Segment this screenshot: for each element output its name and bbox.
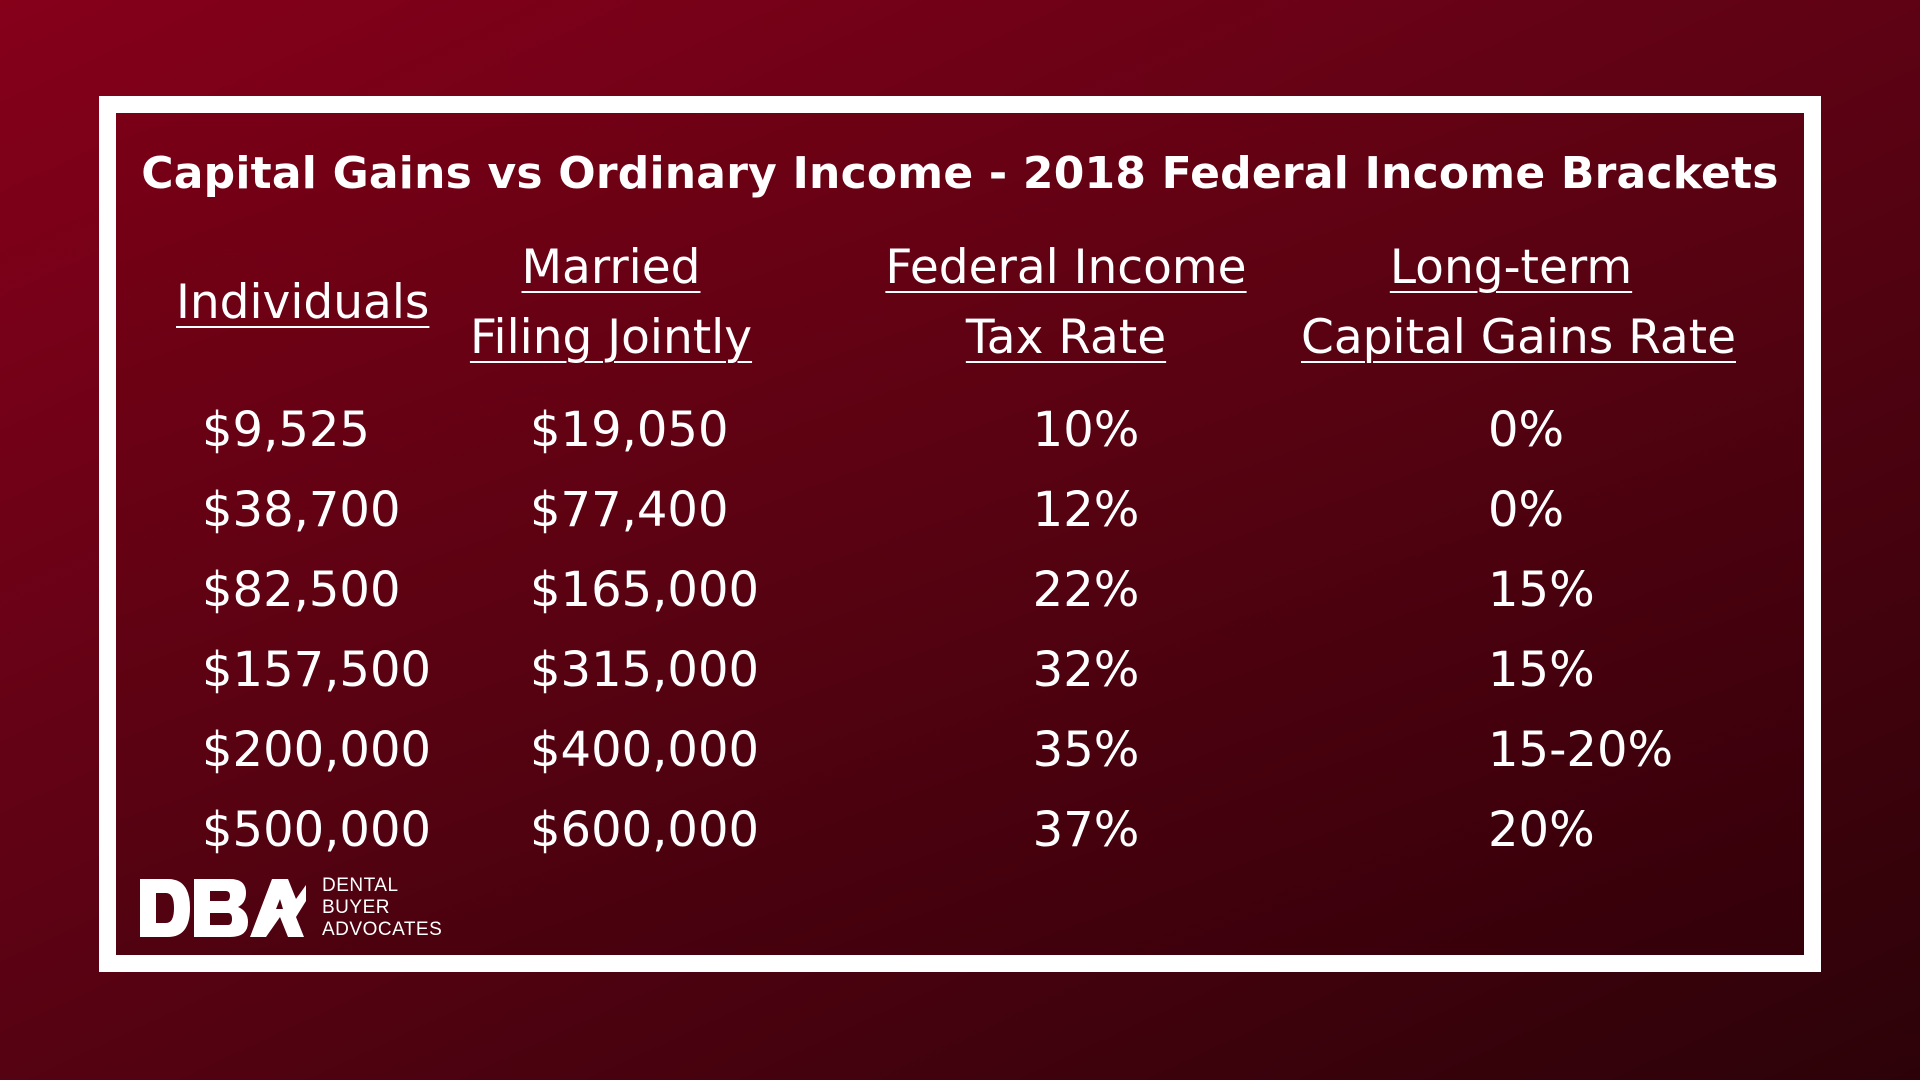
table-row: $9,525 $19,050 10% 0% [116, 390, 1804, 470]
cell-capital-rate: 15% [1488, 562, 1595, 618]
header-capital-line2: Capital Gains Rate [1301, 310, 1737, 365]
table-body: $9,525 $19,050 10% 0% $38,700 $77,400 12… [116, 390, 1804, 870]
cell-federal-rate: 32% [1032, 642, 1140, 698]
table-row: $157,500 $315,000 32% 15% [116, 630, 1804, 710]
logo-line-buyer: BUYER [322, 897, 390, 918]
header-federal-line1: Federal Income [885, 240, 1247, 295]
header-married-line1: Married [521, 240, 701, 295]
table-row: $200,000 $400,000 35% 15-20% [116, 710, 1804, 790]
table-header: Individuals Married Filing Jointly Feder… [116, 233, 1804, 373]
cell-individuals: $9,525 [202, 402, 370, 458]
table-row: $38,700 $77,400 12% 0% [116, 470, 1804, 550]
logo-wordmark: DENTAL BUYER ADVOCATES [322, 875, 442, 941]
dba-logo-mark-icon [140, 879, 306, 937]
header-capital-gains-rate: Long-term Capital Gains Rate [1301, 233, 1737, 373]
cell-capital-rate: 20% [1488, 802, 1595, 858]
cell-married: $19,050 [530, 402, 729, 458]
cell-capital-rate: 0% [1488, 482, 1565, 538]
cell-federal-rate: 37% [1032, 802, 1140, 858]
cell-capital-rate: 15-20% [1488, 722, 1674, 778]
content-panel: Capital Gains vs Ordinary Income - 2018 … [116, 113, 1804, 955]
cell-federal-rate: 12% [1032, 482, 1140, 538]
header-federal-income-tax-rate: Federal Income Tax Rate [876, 233, 1256, 373]
cell-federal-rate: 22% [1032, 562, 1140, 618]
header-married-line2: Filing Jointly [469, 310, 753, 365]
cell-married: $400,000 [530, 722, 760, 778]
dba-logo: DENTAL BUYER ADVOCATES [138, 875, 442, 941]
header-capital-line1: Long-term [1389, 240, 1633, 295]
cell-individuals: $82,500 [202, 562, 401, 618]
header-federal-line2: Tax Rate [965, 310, 1167, 365]
cell-capital-rate: 15% [1488, 642, 1595, 698]
table-row: $82,500 $165,000 22% 15% [116, 550, 1804, 630]
cell-federal-rate: 10% [1032, 402, 1140, 458]
cell-married: $77,400 [530, 482, 729, 538]
cell-individuals: $200,000 [202, 722, 432, 778]
cell-individuals: $38,700 [202, 482, 401, 538]
white-frame: Capital Gains vs Ordinary Income - 2018 … [99, 96, 1821, 972]
cell-married: $165,000 [530, 562, 760, 618]
cell-individuals: $157,500 [202, 642, 432, 698]
header-individuals: Individuals [176, 268, 430, 338]
header-married-filing-jointly: Married Filing Jointly [466, 233, 756, 373]
page-title: Capital Gains vs Ordinary Income - 2018 … [141, 148, 1779, 199]
cell-married: $600,000 [530, 802, 760, 858]
cell-individuals: $500,000 [202, 802, 432, 858]
cell-capital-rate: 0% [1488, 402, 1565, 458]
logo-line-dental: DENTAL [322, 875, 399, 896]
cell-married: $315,000 [530, 642, 760, 698]
logo-line-advocates: ADVOCATES [322, 919, 443, 940]
cell-federal-rate: 35% [1032, 722, 1140, 778]
table-row: $500,000 $600,000 37% 20% [116, 790, 1804, 870]
header-individuals-label: Individuals [176, 275, 430, 330]
